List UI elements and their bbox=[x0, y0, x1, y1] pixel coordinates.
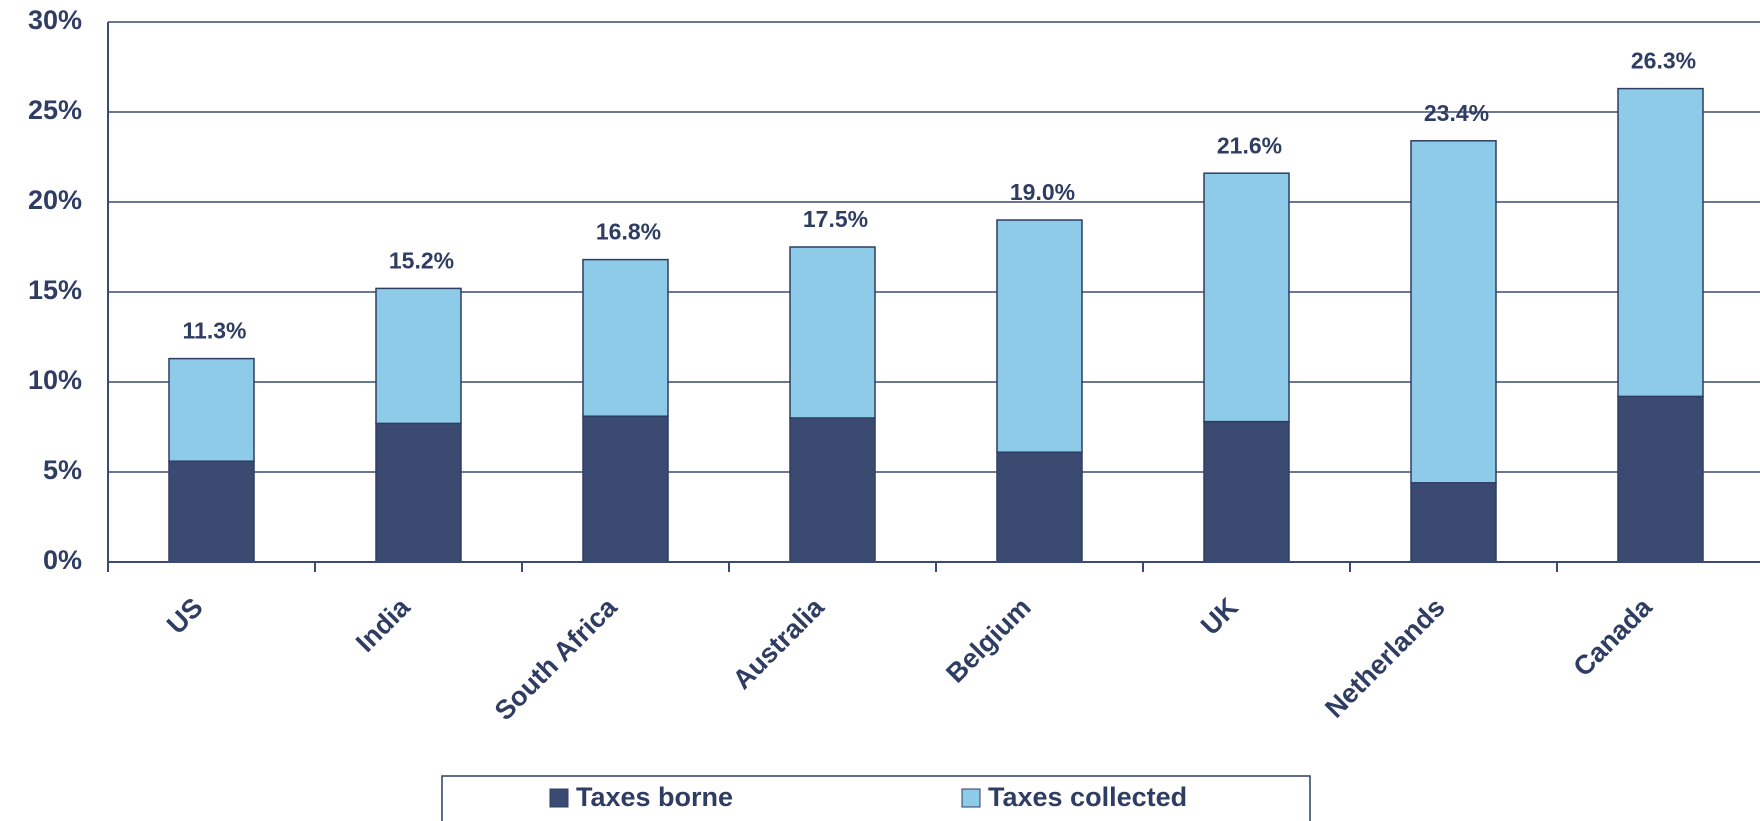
total-label: 19.0% bbox=[1010, 179, 1075, 205]
total-label: 11.3% bbox=[183, 318, 247, 344]
y-tick-label: 5% bbox=[43, 455, 82, 485]
y-tick-label: 10% bbox=[28, 365, 82, 395]
bar-segment bbox=[789, 417, 876, 563]
bar-segment bbox=[168, 460, 255, 563]
y-tick-label: 25% bbox=[28, 95, 82, 125]
total-label: 16.8% bbox=[596, 219, 661, 245]
bar-segment bbox=[1203, 172, 1290, 423]
bar-segment bbox=[1203, 420, 1290, 563]
bar-segment bbox=[582, 415, 669, 563]
legend-swatch bbox=[961, 788, 981, 808]
bar-segment bbox=[1410, 482, 1497, 563]
total-label: 26.3% bbox=[1631, 48, 1696, 74]
x-tick-label: Canada bbox=[1568, 591, 1659, 682]
x-tick-label: Australia bbox=[727, 591, 831, 695]
total-label: 15.2% bbox=[389, 247, 454, 273]
y-tick-label: 30% bbox=[28, 5, 82, 35]
y-tick-label: 20% bbox=[28, 185, 82, 215]
bar-segment bbox=[996, 451, 1083, 563]
y-tick-label: 0% bbox=[43, 545, 82, 575]
x-tick-label: South Africa bbox=[489, 591, 624, 726]
legend-box bbox=[441, 775, 1311, 821]
total-label: 23.4% bbox=[1424, 100, 1489, 126]
legend-label: Taxes borne bbox=[576, 782, 733, 812]
bar-segment bbox=[1617, 395, 1704, 563]
x-tick-label: India bbox=[350, 591, 416, 657]
bar-segment bbox=[1617, 87, 1704, 398]
y-tick-label: 15% bbox=[28, 275, 82, 305]
x-tick-label: UK bbox=[1195, 592, 1244, 641]
total-label: 21.6% bbox=[1217, 132, 1282, 158]
bar-segment bbox=[996, 219, 1083, 453]
bar-segment bbox=[1410, 140, 1497, 484]
bar-segment bbox=[168, 357, 255, 462]
bar-segment bbox=[789, 246, 876, 419]
legend-label: Taxes collected bbox=[988, 782, 1187, 812]
x-tick-label: US bbox=[161, 592, 209, 640]
x-tick-label: Belgium bbox=[940, 592, 1037, 689]
bar-segment bbox=[375, 287, 462, 425]
x-tick-label: Netherlands bbox=[1319, 592, 1451, 724]
total-label: 17.5% bbox=[803, 206, 868, 232]
legend-swatch bbox=[549, 788, 569, 808]
bar-segment bbox=[582, 258, 669, 417]
bar-segment bbox=[375, 422, 462, 563]
